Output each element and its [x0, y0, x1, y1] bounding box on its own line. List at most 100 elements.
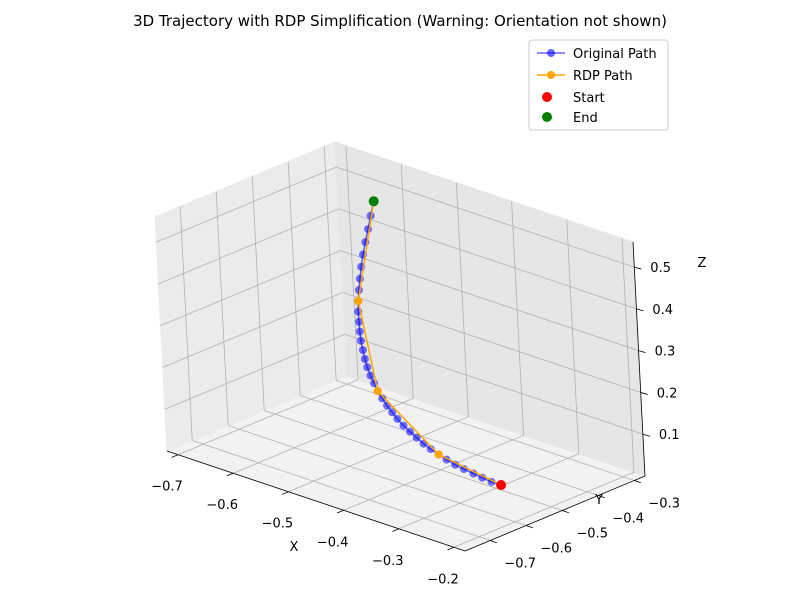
z-tick-mark: [638, 350, 646, 354]
grid-line-y-floor: [192, 440, 491, 541]
original-path-point: [360, 355, 369, 363]
z-tick-label: 0.3: [655, 345, 676, 360]
z-axis-line: [632, 241, 646, 477]
legend-label-original-path: Original Path: [573, 47, 657, 62]
grid-line-x-back: [456, 182, 469, 417]
z-axis-label: Z: [698, 256, 707, 271]
series-layer: [354, 196, 507, 490]
legend-marker-end: [542, 112, 552, 122]
original-path-point: [426, 445, 435, 454]
original-path-point: [355, 327, 364, 336]
grid-line-z-left: [164, 333, 346, 410]
legend-entry-rdp-path: RDP Path: [537, 69, 633, 84]
x-tick-label: −0.2: [427, 572, 459, 587]
y-tick-mark: [598, 495, 605, 499]
original-path-point: [469, 469, 478, 478]
y-tick-mark: [562, 510, 569, 514]
axes-grid: [156, 145, 643, 548]
grid-line-z-left: [160, 250, 341, 327]
x-tick-label: −0.4: [317, 535, 349, 550]
grid-line-x-back: [400, 164, 414, 399]
grid-line-y-left: [323, 146, 337, 381]
grid-line-z-left: [158, 208, 339, 285]
z-tick-mark: [634, 266, 642, 270]
z-tick-label: 0.2: [657, 386, 678, 401]
rdp-path-point: [434, 450, 443, 459]
axes-ticks: −0.7 −0.6 −0.5 −0.4 −0.3 −0.2 −0.7 −0.6 −0.5 −0.4…: [151, 241, 680, 587]
legend-label-end: End: [573, 111, 598, 126]
legend-box: [528, 39, 669, 131]
original-path-point: [366, 371, 375, 380]
x-tick-mark: [226, 472, 234, 477]
x-tick-label: −0.5: [262, 517, 294, 532]
grid-line-x-floor: [343, 434, 524, 511]
y-tick-mark: [490, 540, 497, 544]
x-tick-mark: [392, 528, 399, 532]
y-tick-label: −0.7: [504, 557, 536, 572]
grid-line-x-back: [566, 219, 580, 454]
grid-line-x-floor: [398, 453, 579, 530]
legend-marker-rdp-path: [547, 71, 555, 79]
grid-line-x-floor: [288, 416, 469, 493]
grid-line-y-left: [251, 176, 265, 411]
original-path-point: [406, 427, 414, 436]
x-tick-label: −0.7: [151, 480, 183, 495]
x-tick-mark: [336, 509, 344, 514]
legend-label-start: Start: [573, 91, 605, 106]
grid-line-z-back: [338, 208, 637, 310]
x-axis-line: [166, 450, 466, 552]
z-tick-mark: [640, 392, 648, 395]
y-tick-label: −0.4: [612, 512, 644, 527]
original-path-point: [388, 408, 397, 417]
end-point: [368, 196, 379, 207]
x-axis-label: X: [290, 540, 299, 555]
x-tick-mark: [281, 491, 289, 495]
chart-title: 3D Trajectory with RDP Simplification (W…: [133, 12, 667, 30]
z-tick-label: 0.1: [659, 428, 680, 443]
y-tick-label: −0.6: [540, 542, 572, 557]
grid-line-z-back: [340, 250, 639, 352]
original-path-point: [478, 473, 487, 482]
grid-line-y-left: [215, 191, 229, 426]
grid-line-z-back: [342, 292, 641, 393]
grid-line-x-floor: [453, 471, 635, 548]
x-tick-mark: [447, 546, 455, 551]
grid-line-z-left: [156, 166, 337, 243]
x-tick-mark: [171, 454, 179, 458]
y-axis-line: [464, 475, 646, 552]
grid-line-y-floor: [264, 410, 563, 511]
z-tick-label: 0.4: [652, 303, 673, 318]
original-path-point: [364, 225, 372, 234]
grid-line-y-left: [287, 161, 301, 396]
legend-marker-original-path: [547, 49, 555, 57]
rdp-path-point: [373, 387, 382, 396]
original-path-point: [412, 433, 421, 442]
z-tick-label: 0.5: [650, 261, 671, 276]
y-axis-label: Y: [594, 493, 603, 508]
grid-line-x-floor: [233, 397, 414, 474]
x-tick-label: −0.6: [206, 498, 238, 513]
original-path-point: [355, 317, 363, 326]
original-path-point: [358, 346, 367, 355]
original-path-point: [399, 421, 408, 430]
y-tick-mark: [526, 525, 533, 529]
legend-entry-end: End: [542, 111, 598, 126]
grid-line-y-left: [179, 206, 193, 441]
x-tick-label: −0.3: [372, 554, 404, 569]
start-point: [496, 480, 507, 490]
grid-line-z-left: [162, 292, 343, 368]
original-path-point: [378, 394, 387, 403]
legend: Original Path RDP Path Start End: [528, 39, 669, 131]
legend-entry-start: Start: [542, 91, 605, 106]
y-tick-label: −0.5: [576, 527, 608, 542]
original-path-point: [363, 363, 372, 372]
grid-line-z-back: [344, 333, 643, 435]
rdp-path-point: [354, 297, 363, 305]
grid-line-x-back: [511, 201, 524, 436]
z-tick-mark: [642, 433, 650, 437]
legend-label-rdp-path: RDP Path: [573, 69, 633, 84]
original-path-point: [393, 414, 402, 423]
y-tick-label: −0.3: [648, 497, 680, 512]
y-tick-mark: [634, 480, 641, 484]
